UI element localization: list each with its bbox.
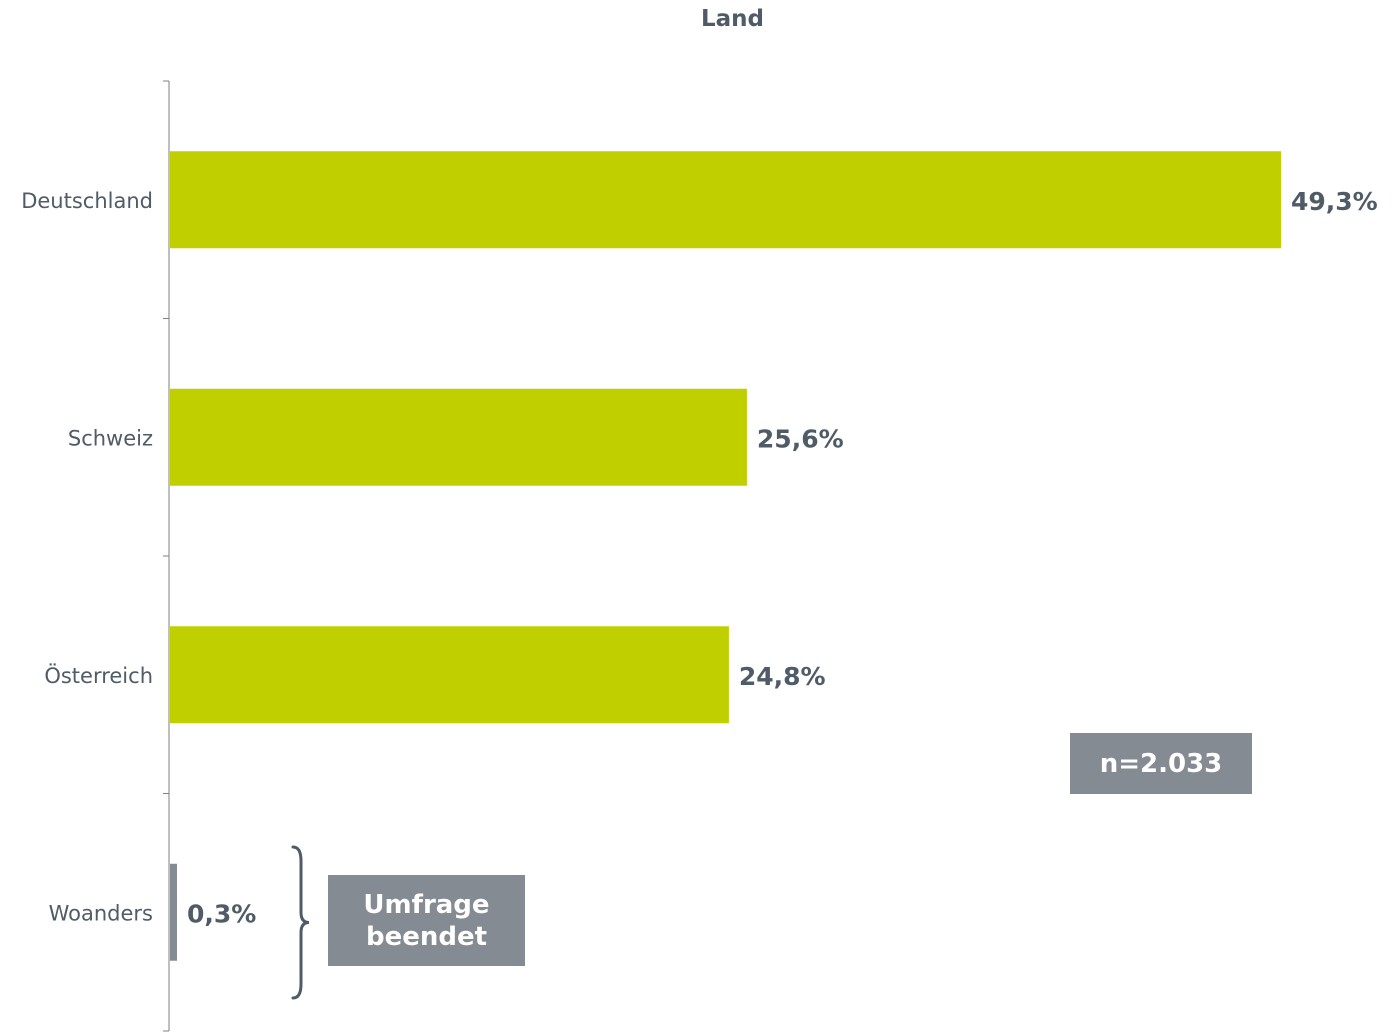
- curly-brace: [291, 845, 310, 1000]
- category-label: Österreich: [44, 663, 153, 688]
- category-label: Deutschland: [21, 189, 153, 213]
- category-label: Woanders: [49, 901, 153, 925]
- bar-schweiz: [170, 388, 747, 486]
- bar-woanders: [170, 863, 177, 961]
- value-label: 25,6%: [757, 424, 844, 453]
- value-label: 49,3%: [1291, 187, 1378, 216]
- sample-size-badge: n=2.033: [1070, 733, 1252, 794]
- survey-ended-line1: Umfrage: [363, 889, 490, 920]
- chart-title: Land: [700, 6, 764, 32]
- value-label: 0,3%: [187, 899, 256, 928]
- bar-deutschland: [170, 151, 1281, 249]
- bar-österreich: [170, 626, 729, 724]
- category-label: Schweiz: [68, 426, 153, 450]
- survey-ended-line2: beendet: [365, 921, 488, 952]
- value-label: 24,8%: [739, 662, 826, 691]
- survey-ended-box: Umfrage beendet: [328, 875, 525, 966]
